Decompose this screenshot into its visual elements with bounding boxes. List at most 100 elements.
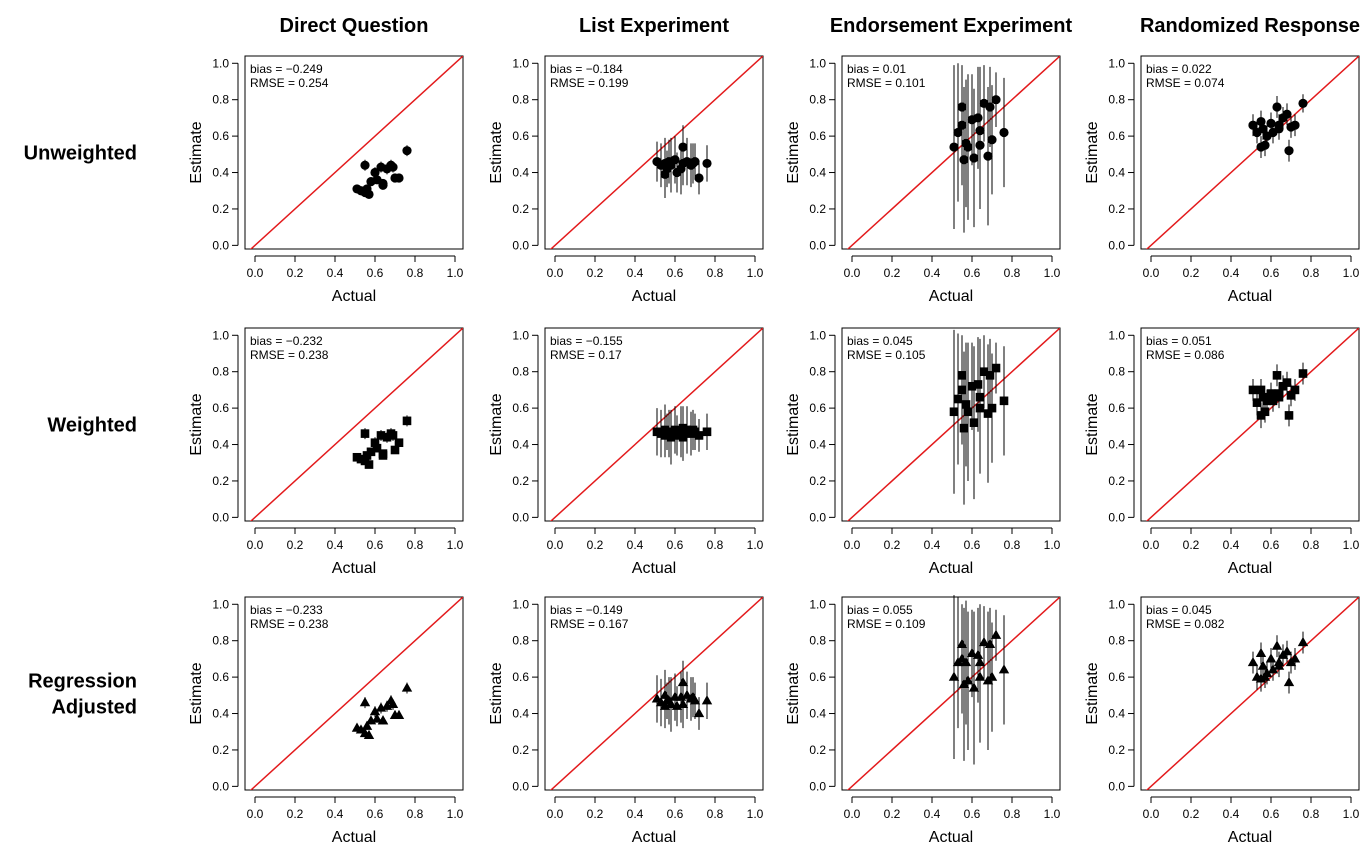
data-point [983,409,993,418]
y-tick-label: 0.8 [512,634,529,648]
y-tick-label: 0.0 [1108,510,1125,524]
data-point [1298,369,1308,378]
y-tick-label: 0.2 [512,743,529,757]
y-tick-label: 0.8 [212,365,229,379]
data-point [677,676,689,687]
y-tick-label: 0.2 [512,202,529,216]
data-point [1281,646,1293,656]
x-tick-label: 0.2 [1183,538,1200,552]
x-tick-label: 0.4 [1223,538,1240,552]
x-tick-label: 0.4 [924,266,941,280]
y-tick-label: 1.0 [512,56,529,70]
y-tick-label: 0.6 [1108,129,1125,143]
y-tick-label: 0.2 [809,743,826,757]
data-point [666,432,676,442]
y-tick-label: 1.0 [1108,56,1125,70]
x-tick-label: 0.8 [407,538,424,552]
data-point [1262,396,1272,406]
x-tick-label: 0.8 [1004,538,1021,552]
data-point [966,647,978,658]
x-axis-label: Actual [332,560,376,577]
x-axis-label: Actual [929,829,973,846]
rmse-annotation: RMSE = 0.086 [1146,348,1225,362]
rmse-annotation: RMSE = 0.238 [250,617,329,631]
reference-line [249,56,463,249]
x-tick-label: 0.8 [707,807,724,821]
x-tick-label: 0.8 [707,538,724,552]
panel: 0.0 0.2 0.4 0.6 0.8 1.0 Actual 0.0 0.2 0.4 0.6 0.8 1… [785,327,1061,577]
y-tick-label: 0.4 [809,707,826,721]
x-tick-label: 0.2 [287,266,304,280]
plot-frame [544,327,764,522]
data-point [1268,396,1278,406]
data-point [359,697,371,707]
x-tick-label: 0.2 [884,807,901,821]
y-axis-label: Estimate [488,121,505,183]
y-tick-label: 0.0 [809,510,826,524]
data-point [370,167,380,178]
x-tick-label: 1.0 [1044,266,1061,280]
y-tick-label: 0.0 [809,779,826,793]
data-point [1282,109,1292,119]
data-point [999,396,1009,406]
x-tick-label: 0.6 [667,807,684,821]
column-title: Direct Question [280,15,429,37]
data-point [968,682,980,692]
data-point [702,158,712,169]
y-tick-label: 1.0 [212,597,229,611]
y-axis-label: Estimate [1084,393,1101,455]
plot-frame [244,327,464,522]
data-point [1248,385,1258,395]
data-point [388,162,398,172]
y-tick-label: 0.2 [212,202,229,216]
y-tick-label: 0.4 [1108,166,1125,180]
row-title: Weighted [47,415,137,437]
bias-annotation: bias = −0.149 [550,603,623,617]
data-point [1260,407,1270,417]
data-point [962,675,974,685]
bias-annotation: bias = −0.249 [250,62,323,76]
x-tick-label: 0.0 [247,266,264,280]
x-tick-label: 0.6 [367,807,384,821]
x-tick-label: 0.0 [1143,538,1160,552]
y-tick-label: 0.0 [212,510,229,524]
y-tick-label: 0.0 [1108,779,1125,793]
y-axis-label: Estimate [785,393,802,455]
plot-frame [1140,327,1360,522]
data-point [1258,124,1268,134]
bias-annotation: bias = 0.045 [1146,603,1212,617]
data-point [978,636,990,647]
data-point [394,173,404,183]
data-point [1256,116,1266,127]
panel: 0.0 0.2 0.4 0.6 0.8 1.0 Actual 0.0 0.2 0.4 0.6 0.8 1… [1084,55,1360,305]
data-point [401,682,413,692]
y-tick-label: 0.6 [1108,670,1125,684]
y-tick-label: 0.6 [809,670,826,684]
y-tick-label: 0.4 [512,166,529,180]
x-tick-label: 1.0 [747,807,764,821]
data-point [702,427,712,437]
data-point [390,445,400,455]
data-point [677,698,689,709]
data-point [975,403,985,413]
data-point [960,656,972,667]
rmse-annotation: RMSE = 0.082 [1146,617,1225,631]
data-point [1290,120,1300,130]
data-point [1298,98,1308,108]
bias-annotation: bias = 0.022 [1146,62,1212,76]
data-point [364,189,374,199]
x-axis-label: Actual [1228,288,1272,305]
bias-annotation: bias = 0.045 [847,334,913,348]
data-point [959,423,969,433]
data-point [372,443,382,453]
data-point [985,102,995,112]
data-point [967,381,977,391]
y-tick-label: 0.8 [1108,634,1125,648]
x-tick-label: 0.2 [884,538,901,552]
x-tick-label: 1.0 [747,266,764,280]
data-point [1260,140,1270,150]
y-tick-label: 1.0 [809,597,826,611]
y-tick-label: 0.6 [212,670,229,684]
x-tick-label: 0.4 [327,538,344,552]
data-point [366,447,376,457]
